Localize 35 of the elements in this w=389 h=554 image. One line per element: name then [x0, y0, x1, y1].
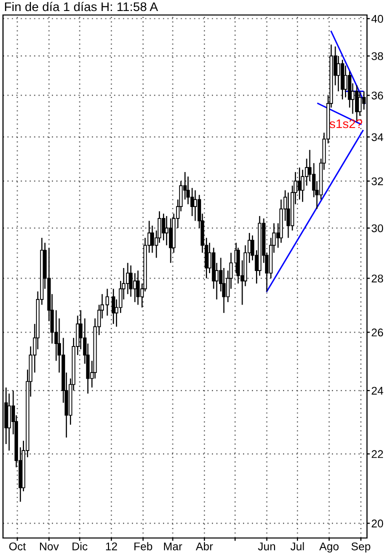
candlestick — [286, 192, 290, 238]
candlestick — [344, 65, 348, 98]
candlestick — [129, 264, 133, 298]
x-tick-label: Sep — [351, 542, 370, 553]
candlestick — [7, 393, 11, 452]
y-tick-label: 32 — [372, 177, 383, 186]
y-tick-label: 34 — [372, 133, 384, 142]
candlestick — [193, 190, 197, 222]
candlestick — [358, 90, 362, 116]
chart-title: Fin de día 1 días H: 11:58 A — [5, 2, 158, 12]
x-tick-label: Dic — [72, 542, 88, 550]
candlestick — [164, 215, 168, 246]
x-tick-label: Oct — [9, 542, 26, 550]
x-tick-label: Feb — [134, 542, 152, 550]
y-tick-label: 28 — [372, 274, 384, 282]
x-tick-label: Abr — [196, 542, 213, 550]
y-tick-label: 40 — [371, 14, 384, 23]
x-tick-label: Mar — [164, 542, 182, 550]
y-tick-label: 20 — [372, 520, 384, 528]
y-tick-label: 36 — [372, 92, 384, 100]
candlestick — [150, 225, 154, 254]
x-tick-label: Jun — [258, 542, 276, 550]
candlestick — [126, 262, 130, 295]
x-tick-label: Ago — [319, 542, 339, 553]
x-tick-label: Jul — [290, 542, 304, 550]
y-tick-label: 24 — [372, 386, 384, 395]
y-tick-label: 26 — [372, 328, 384, 336]
candlestick — [336, 55, 340, 92]
candlestick — [136, 270, 140, 306]
candlestick — [112, 288, 116, 324]
x-tick-label: Nov — [40, 542, 59, 550]
y-tick-label: 30 — [372, 224, 384, 232]
y-tick-label: 22 — [372, 450, 383, 458]
y-tick-label: 38 — [372, 52, 384, 60]
x-tick-label: 12 — [106, 542, 118, 550]
